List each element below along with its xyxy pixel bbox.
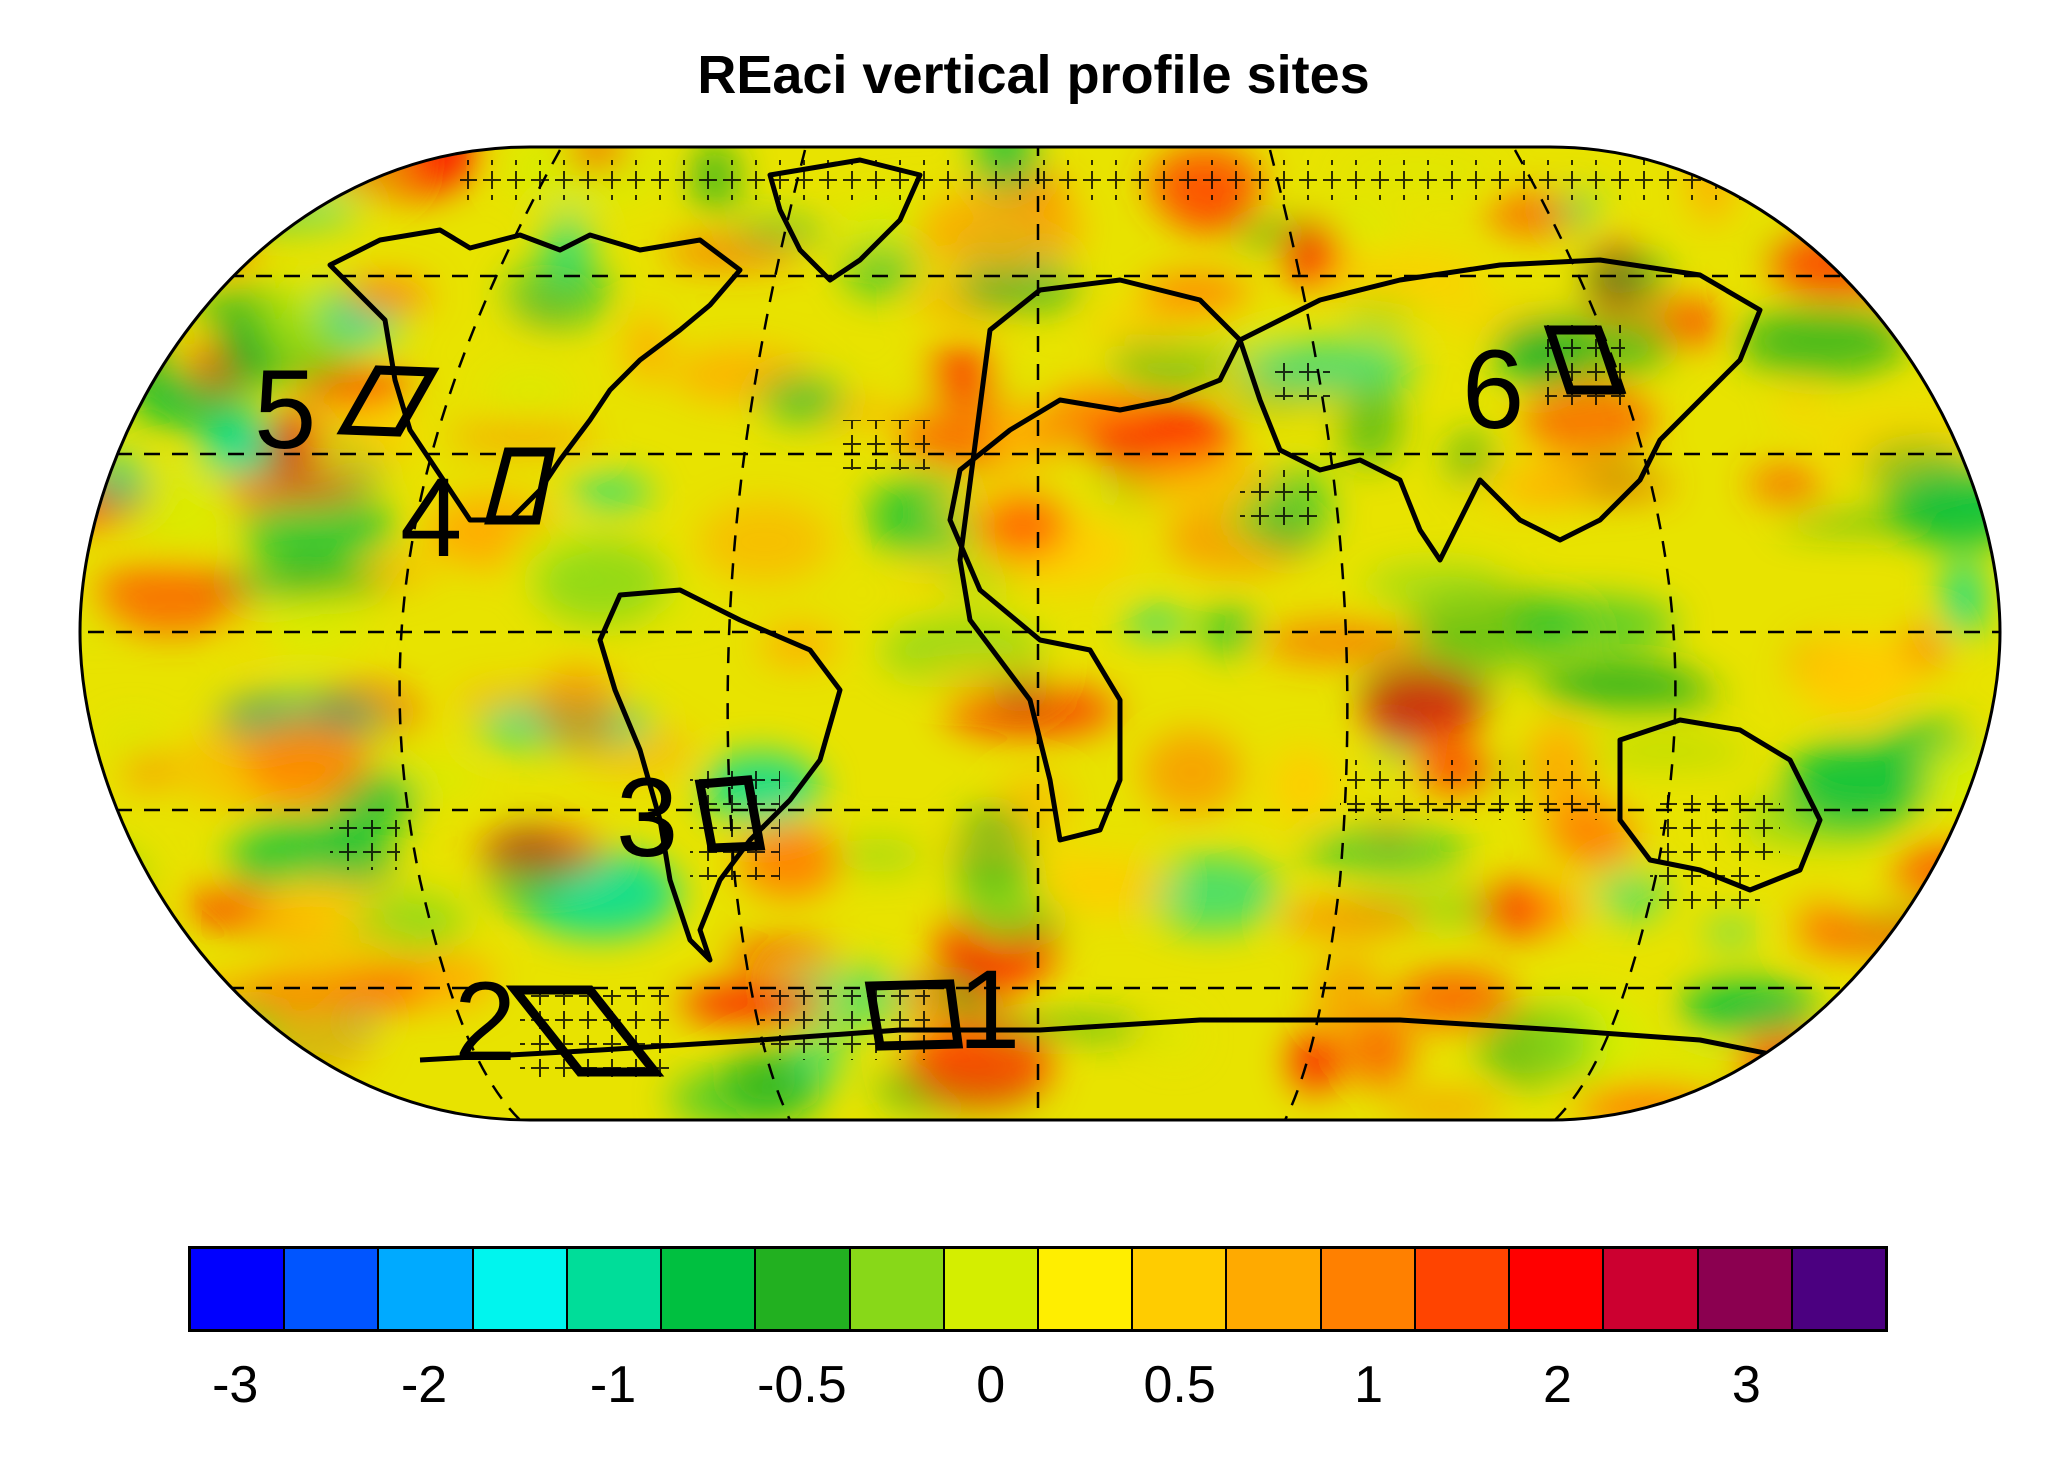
- colorbar-swatch: [1792, 1249, 1885, 1329]
- colorbar-swatch: [473, 1249, 568, 1329]
- colorbar-swatch: [1698, 1249, 1793, 1329]
- colorbar-swatch: [1133, 1249, 1228, 1329]
- colorbar-swatch: [1227, 1249, 1322, 1329]
- colorbar-tick-label: 1: [1354, 1356, 1384, 1414]
- map-title: REaci vertical profile sites: [697, 45, 1370, 105]
- colorbar-tick-label: 0: [976, 1356, 1006, 1414]
- colorbar-swatch: [1604, 1249, 1699, 1329]
- site-label-3: 3: [616, 755, 678, 880]
- colorbar-swatch: [850, 1249, 945, 1329]
- colorbar-swatch: [756, 1249, 851, 1329]
- coastlines: [327, 157, 1823, 1063]
- colorbar-swatch: [1321, 1249, 1416, 1329]
- site-boxes: [336, 325, 1625, 1077]
- site-label-6: 6: [1462, 327, 1524, 452]
- colorbar-swatch: [191, 1249, 286, 1329]
- colorbar-tick-label: -1: [589, 1356, 637, 1414]
- site-box-4: [484, 447, 556, 525]
- site-box-3: [694, 775, 766, 853]
- colorbar: [188, 1246, 1888, 1332]
- colorbar-tick-label: 0.5: [1143, 1356, 1216, 1414]
- australia-coast: [1617, 717, 1823, 893]
- colorbar-tick-label: 2: [1542, 1356, 1572, 1414]
- colorbar-tick-label: -2: [400, 1356, 448, 1414]
- globe-outline: [78, 145, 2002, 1122]
- asia-coast: [1237, 257, 1763, 563]
- site-label-1: 1: [958, 947, 1020, 1072]
- colorbar-tick-label: 3: [1731, 1356, 1761, 1414]
- colorbar-swatch: [285, 1249, 380, 1329]
- site-label-5: 5: [254, 347, 316, 472]
- colorbar-swatch: [379, 1249, 474, 1329]
- colorbar-tick-label: -3: [212, 1356, 259, 1414]
- world-map: 1 2 3 4 5 6: [78, 145, 2002, 1122]
- colorbar-swatch: [662, 1249, 757, 1329]
- colorbar-swatch: [1038, 1249, 1134, 1329]
- site-box-6: [1543, 325, 1625, 395]
- site-label-2: 2: [454, 959, 516, 1084]
- site-box-1: [864, 979, 964, 1051]
- antarctica-coast: [419, 1017, 1801, 1063]
- greenland-coast: [767, 157, 923, 283]
- colorbar-swatch: [1510, 1249, 1605, 1329]
- site-box-5: [336, 365, 440, 437]
- colorbar-swatch: [567, 1249, 663, 1329]
- colorbar-labels: -3 -2 -1 -0.5 0 0.5 1 2 3: [0, 1355, 2067, 1415]
- site-box-2: [505, 985, 665, 1077]
- colorbar-swatch: [1415, 1249, 1511, 1329]
- site-labels: 1 2 3 4 5 6: [254, 327, 1524, 1084]
- colorbar-tick-label: -0.5: [757, 1356, 847, 1414]
- colorbar-swatch: [944, 1249, 1039, 1329]
- site-label-4: 4: [400, 455, 462, 580]
- north-america-coast: [327, 227, 743, 523]
- south-america-coast: [597, 587, 843, 963]
